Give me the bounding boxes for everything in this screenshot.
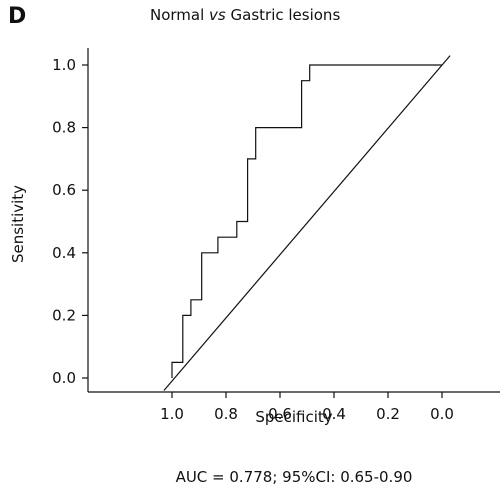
x-tick-label: 0.0 (430, 405, 454, 423)
y-tick-label: 1.0 (52, 56, 76, 74)
roc-curve (171, 64, 442, 378)
title-italic: vs (209, 6, 226, 24)
x-tick-label: 0.6 (268, 405, 292, 423)
y-tick-label: 0.8 (52, 119, 76, 137)
x-axis-label: Specificity (255, 408, 333, 426)
y-tick-label: 0.0 (52, 369, 76, 387)
title-part-2: Gastric lesions (225, 6, 341, 24)
x-tick-label: 0.8 (214, 405, 238, 423)
x-tick-label: 0.4 (322, 405, 346, 423)
title-part-1: Normal (150, 6, 210, 24)
auc-annotation: AUC = 0.778; 95%CI: 0.65-0.90 (175, 468, 413, 486)
y-tick-label: 0.2 (52, 306, 76, 324)
y-tick-label: 0.6 (52, 181, 76, 199)
reference-diagonal-line (163, 55, 451, 391)
x-tick-label: 1.0 (160, 405, 184, 423)
chart-title: Normal vs Gastric lesions (150, 6, 470, 24)
x-tick-label: 0.2 (376, 405, 400, 423)
panel-letter: D (8, 4, 27, 29)
y-tick-label: 0.4 (52, 244, 76, 262)
